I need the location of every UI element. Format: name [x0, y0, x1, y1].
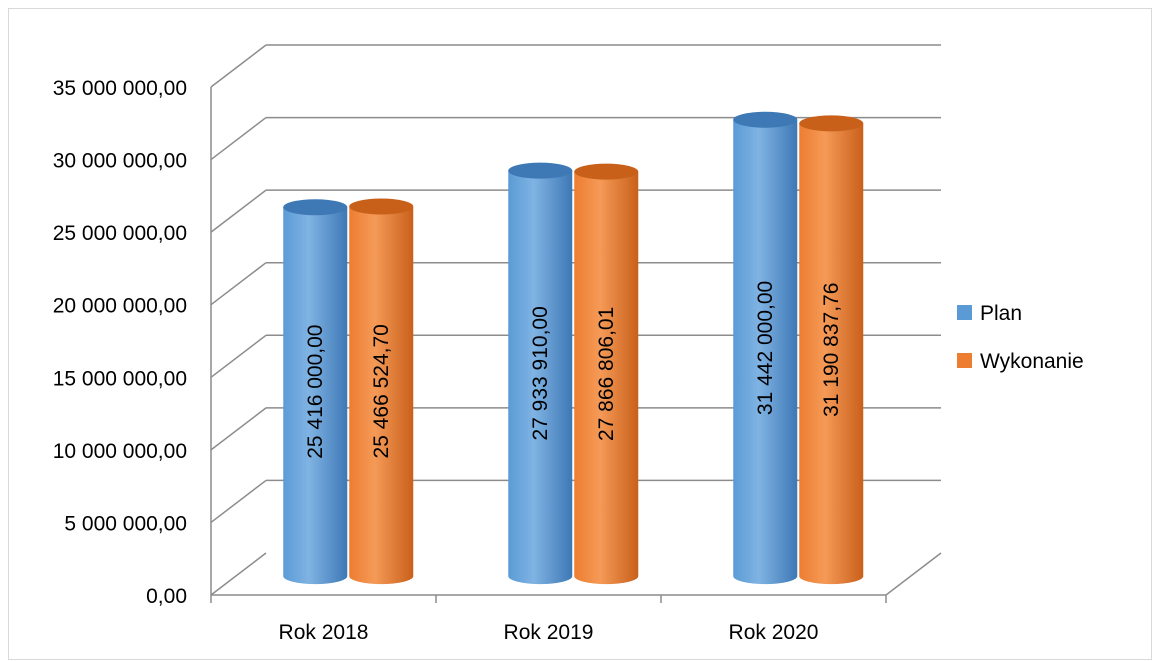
y-tick-label: 0,00	[146, 585, 187, 608]
bar-chart: 0,00 5 000 000,00 10 000 000,00 15 000 000,…	[53, 44, 1084, 644]
gridline-diagonal	[210, 334, 267, 378]
bar	[508, 170, 573, 585]
legend-label: Wykonanie	[980, 350, 1084, 373]
y-tick-label: 20 000 000,00	[53, 295, 187, 318]
y-tick-label: 10 000 000,00	[53, 440, 187, 463]
legend: Plan Wykonanie	[957, 302, 1084, 373]
axis-layer: 0,00 5 000 000,00 10 000 000,00 15 000 000,…	[53, 77, 942, 644]
legend-swatch	[957, 353, 972, 368]
gridline-diagonal	[210, 262, 267, 306]
gridline-diagonal	[210, 116, 267, 161]
y-tick-label: 30 000 000,00	[53, 150, 187, 173]
bar-top	[799, 115, 864, 132]
data-label: 25 466 524,70	[370, 324, 393, 458]
gridline-diagonal	[210, 189, 267, 233]
gridline-diagonal	[210, 479, 267, 524]
y-tick-label: 15 000 000,00	[53, 367, 187, 390]
gridline-diagonal	[210, 407, 267, 451]
data-label: 25 416 000,00	[304, 325, 327, 459]
legend-swatch	[957, 305, 972, 320]
x-category-label: Rok 2018	[279, 621, 369, 644]
data-label: 31 442 000,00	[754, 281, 777, 415]
data-label: 31 190 837,76	[820, 283, 843, 417]
data-label: 27 933 910,00	[529, 306, 552, 440]
y-tick-label: 35 000 000,00	[53, 77, 187, 100]
gridline-diagonal	[210, 44, 267, 88]
bar	[799, 123, 864, 585]
data-label: 27 866 806,01	[595, 307, 618, 441]
bar-top	[733, 111, 798, 128]
bar-top	[574, 163, 639, 180]
bar	[574, 171, 639, 585]
y-tick-label: 25 000 000,00	[53, 222, 187, 245]
bar	[733, 119, 798, 585]
labels-layer: 25 416 000,00 25 466 524,70 27 933 910,00 2…	[304, 281, 843, 459]
x-category-label: Rok 2019	[504, 621, 594, 644]
bar	[283, 207, 348, 585]
bar-top	[349, 198, 414, 215]
y-tick-label: 5 000 000,00	[64, 512, 187, 535]
bar-top	[283, 199, 348, 216]
legend-label: Plan	[980, 302, 1022, 325]
gridline-diagonal	[210, 552, 267, 596]
chart-frame: 0,00 5 000 000,00 10 000 000,00 15 000 000,…	[8, 8, 1152, 660]
bar	[349, 206, 414, 585]
bar-top	[508, 162, 573, 179]
x-category-label: Rok 2020	[729, 621, 819, 644]
bars-layer	[283, 111, 864, 585]
